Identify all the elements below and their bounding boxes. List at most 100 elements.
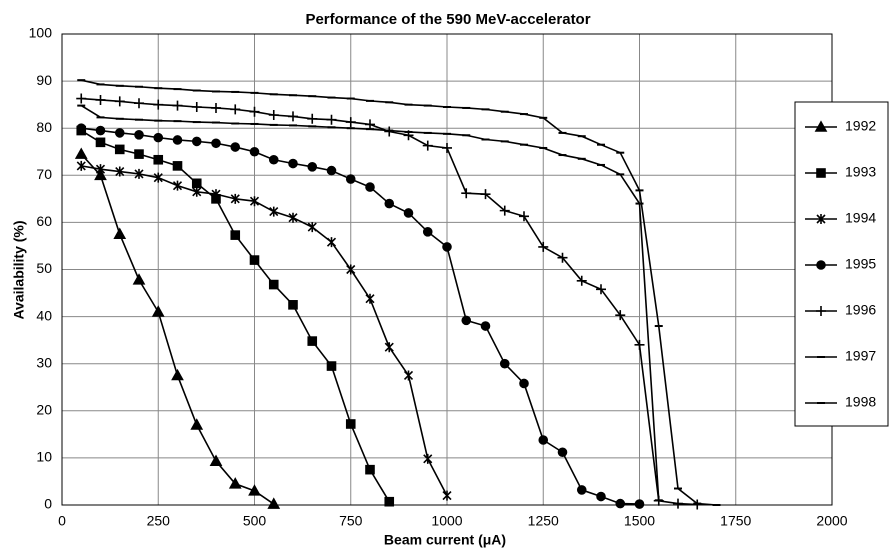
marker	[816, 214, 826, 224]
marker	[134, 129, 144, 140]
marker-shape	[480, 189, 491, 200]
marker-shape	[249, 106, 260, 117]
marker	[816, 306, 826, 316]
marker	[153, 172, 163, 183]
marker	[480, 321, 491, 331]
marker-shape	[191, 102, 202, 113]
x-tick-label: 250	[147, 513, 171, 529]
marker	[576, 275, 587, 286]
marker-shape	[576, 485, 587, 495]
marker-shape	[209, 454, 223, 466]
marker	[326, 114, 337, 125]
marker	[307, 222, 317, 233]
marker-shape	[172, 180, 183, 191]
marker	[403, 208, 414, 218]
y-tick-label: 100	[29, 25, 53, 41]
marker	[153, 99, 164, 110]
x-tick-label: 1750	[720, 513, 751, 529]
marker	[95, 94, 106, 105]
marker-shape	[190, 418, 204, 430]
legend-label: 1994	[845, 210, 876, 226]
marker	[365, 182, 375, 192]
marker-shape	[673, 498, 683, 509]
marker	[365, 464, 375, 475]
marker-shape	[596, 491, 606, 502]
marker-shape	[172, 100, 183, 111]
marker	[345, 419, 356, 429]
marker-shape	[153, 99, 164, 110]
marker-shape	[153, 172, 163, 183]
y-tick-label: 20	[36, 402, 52, 418]
marker-shape	[134, 98, 144, 109]
marker-shape	[816, 168, 826, 178]
marker	[209, 454, 223, 466]
marker	[267, 497, 281, 509]
marker	[596, 491, 606, 502]
marker-shape	[384, 496, 395, 507]
marker-shape	[288, 111, 298, 122]
marker-shape	[248, 484, 261, 496]
legend-label: 1995	[845, 256, 876, 272]
marker	[172, 100, 183, 111]
marker	[346, 264, 356, 275]
x-tick-label: 750	[339, 513, 363, 529]
marker	[151, 305, 165, 317]
marker	[499, 358, 510, 369]
x-axis-label: Beam current (μA)	[384, 532, 506, 548]
marker	[76, 93, 87, 104]
marker	[249, 146, 260, 157]
x-tick-label: 1000	[431, 513, 462, 529]
x-tick-label: 1500	[624, 513, 655, 529]
marker-shape	[230, 142, 241, 152]
marker	[326, 361, 337, 371]
marker-shape	[114, 96, 125, 107]
marker-shape	[816, 306, 826, 316]
marker	[538, 435, 549, 445]
marker-shape	[153, 132, 164, 143]
legend-label: 1998	[845, 394, 876, 410]
marker	[114, 144, 125, 155]
marker-shape	[268, 154, 279, 165]
marker	[365, 119, 375, 130]
legend-label: 1997	[845, 348, 876, 364]
marker-shape	[134, 129, 144, 140]
marker	[499, 205, 510, 216]
marker-shape	[480, 321, 491, 331]
marker	[95, 164, 106, 175]
y-tick-label: 0	[44, 496, 52, 512]
marker	[326, 165, 337, 176]
marker	[673, 498, 683, 509]
marker-shape	[230, 193, 240, 204]
marker	[268, 154, 279, 165]
marker-shape	[95, 164, 106, 175]
marker	[480, 189, 491, 200]
marker	[345, 117, 356, 128]
marker-shape	[326, 114, 337, 125]
marker-shape	[249, 196, 260, 207]
series-line	[81, 97, 698, 506]
marker	[288, 212, 298, 223]
marker	[211, 102, 221, 113]
marker	[814, 120, 828, 132]
marker	[615, 498, 626, 509]
marker-shape	[171, 368, 184, 381]
marker-shape	[538, 241, 549, 252]
x-tick-label: 2000	[816, 513, 847, 529]
legend-label: 1996	[845, 302, 876, 318]
marker	[115, 166, 125, 177]
marker-shape	[345, 174, 356, 184]
marker	[326, 237, 337, 248]
legend-label: 1992	[845, 118, 876, 134]
marker	[634, 499, 645, 509]
marker-shape	[230, 104, 241, 115]
legend-box	[794, 101, 889, 427]
marker	[211, 138, 221, 149]
marker-shape	[442, 490, 452, 501]
marker-shape	[211, 138, 221, 149]
marker-shape	[211, 102, 221, 113]
marker	[538, 241, 549, 252]
marker	[211, 189, 221, 200]
marker	[268, 279, 279, 290]
marker-shape	[228, 477, 242, 489]
